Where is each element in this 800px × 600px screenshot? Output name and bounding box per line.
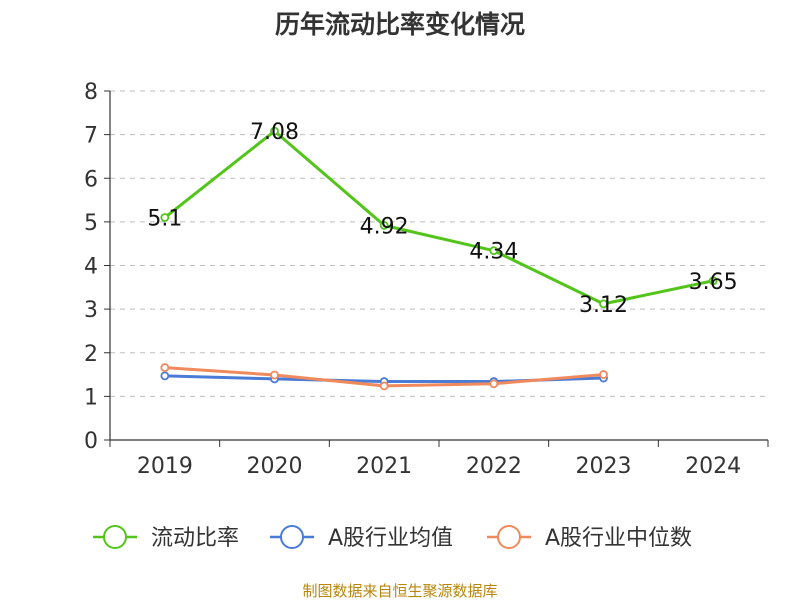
data-point [160,371,170,381]
data-point [270,370,279,380]
data-point [599,370,608,379]
series-line [163,129,714,306]
x-tick-label: 2020 [247,454,303,479]
legend-marker [497,525,521,549]
y-tick-label: 4 [84,255,98,280]
y-tick-label: 5 [84,211,98,236]
data-label: 4.34 [469,240,518,265]
chart-title: 历年流动比率变化情况 [275,10,525,39]
data-point [489,246,499,256]
legend-marker [280,525,304,549]
y-tick-label: 3 [84,298,98,323]
data-point [599,299,608,309]
data-point [379,220,389,230]
y-tick-label: 7 [84,124,98,149]
data-label: 7.08 [250,120,299,145]
legend-label: A股行业均值 [328,526,453,551]
data-label: 4.92 [360,214,409,239]
data-label: 3.12 [579,293,628,318]
y-tick-label: 1 [84,385,98,410]
y-tick-label: 2 [84,342,98,367]
legend-marker [103,525,127,549]
x-tick-label: 2021 [356,454,412,479]
data-point [708,276,718,286]
y-tick-label: 0 [84,429,98,454]
y-tick-label: 6 [84,167,98,192]
data-point [270,126,279,136]
legend-label: A股行业中位数 [545,526,692,551]
source-note: 制图数据来自恒生聚源数据库 [302,582,497,600]
data-point [379,381,389,391]
x-tick-label: 2019 [137,454,193,479]
x-tick-label: 2023 [576,454,632,479]
data-point [160,363,170,372]
x-tick-label: 2024 [685,454,741,479]
data-label: 5.1 [147,207,182,232]
data-point [160,213,170,222]
data-point [489,379,499,389]
y-tick-label: 8 [84,80,98,105]
x-tick-label: 2022 [466,454,522,479]
legend-label: 流动比率 [151,526,239,551]
data-label: 3.65 [689,270,738,295]
